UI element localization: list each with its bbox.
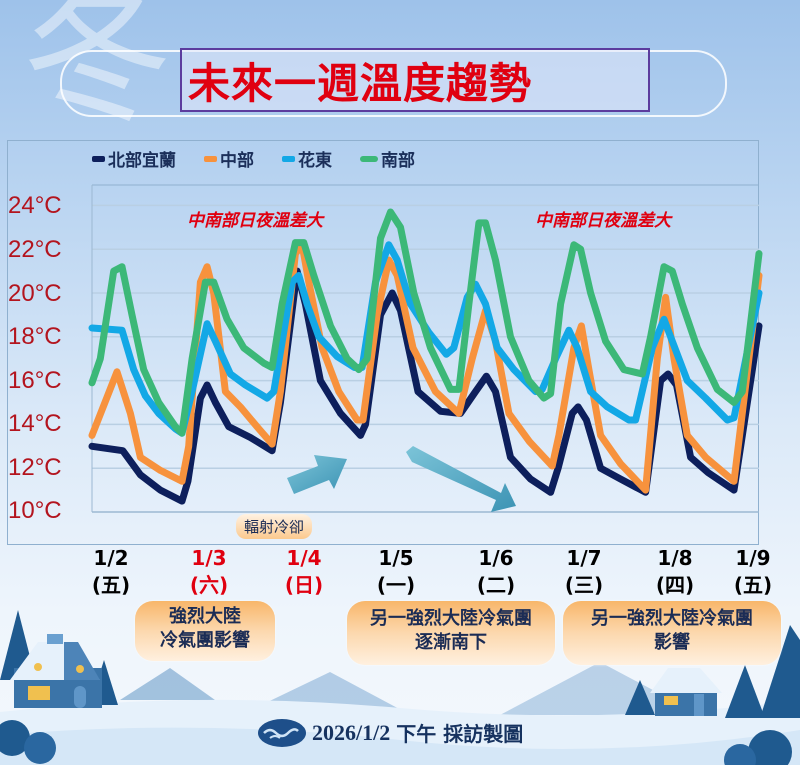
callout-line: 影響 <box>654 632 690 653</box>
legend-swatch-east <box>282 155 295 162</box>
legend-label: 北部宜蘭 <box>108 151 176 171</box>
legend-item-east: 花東 <box>282 146 332 171</box>
legend-swatch-north <box>92 155 105 162</box>
x-tick-1-7: 1/7 (三) <box>554 545 614 599</box>
x-tick-date: 1/9 <box>735 546 771 570</box>
cooling-arrow-icon <box>406 446 516 512</box>
x-tick-1-6: 1/6 (二) <box>466 545 526 599</box>
warming-arrow-icon <box>287 455 347 494</box>
y-tick-10: 10°C <box>8 497 62 524</box>
x-tick-1-2: 1/2 (五) <box>81 545 141 599</box>
x-tick-1-3: 1/3 (六) <box>179 545 239 599</box>
legend-swatch-central <box>204 155 217 162</box>
series-line-0 <box>88 267 763 505</box>
x-tick-date: 1/7 <box>566 546 602 570</box>
callout-cold-surge-3: 另一強烈大陸冷氣團 影響 <box>563 601 781 665</box>
footer-credit: 2026/1/2 下午 採訪製圖 <box>312 718 523 747</box>
footer-text: 下午 採訪製圖 <box>396 722 524 746</box>
callout-line: 強烈大陸 <box>169 606 241 627</box>
y-tick-18: 18°C <box>8 323 62 350</box>
y-tick-22: 22°C <box>8 236 62 263</box>
x-tick-weekday: (二) <box>476 573 516 597</box>
x-tick-weekday: (三) <box>564 573 604 597</box>
legend-label: 南部 <box>381 151 415 171</box>
winter-glyph-decoration: 冬 <box>22 0 173 144</box>
x-tick-weekday: (五) <box>91 573 131 597</box>
legend-item-south: 南部 <box>360 146 415 171</box>
x-tick-date: 1/4 <box>286 546 322 570</box>
x-tick-date: 1/5 <box>378 546 414 570</box>
callout-cold-surge-1: 強烈大陸 冷氣團影響 <box>135 601 275 661</box>
legend-swatch-south <box>360 155 378 162</box>
radiative-cooling-tag: 輻射冷卻 <box>236 514 313 539</box>
y-tick-14: 14°C <box>8 410 62 437</box>
chart-legend: 北部宜蘭 中部 花東 南部 <box>92 146 415 171</box>
x-tick-date: 1/3 <box>191 546 227 570</box>
x-tick-weekday: (一) <box>376 573 416 597</box>
legend-item-north: 北部宜蘭 <box>92 146 176 171</box>
callout-cold-surge-2: 另一強烈大陸冷氣團 逐漸南下 <box>347 601 555 665</box>
callout-line: 逐漸南下 <box>415 632 487 653</box>
x-tick-weekday: (五) <box>733 573 773 597</box>
annotation-diurnal-left: 中南部日夜溫差大 <box>187 211 323 231</box>
y-tick-24: 24°C <box>8 192 62 219</box>
y-tick-20: 20°C <box>8 280 62 307</box>
x-tick-date: 1/6 <box>478 546 514 570</box>
annotation-diurnal-right: 中南部日夜溫差大 <box>535 211 671 231</box>
trend-arrows <box>287 446 516 512</box>
callout-line: 另一強烈大陸冷氣團 <box>591 608 753 629</box>
x-tick-date: 1/2 <box>93 546 129 570</box>
x-tick-weekday: (日) <box>284 573 324 597</box>
legend-label: 花東 <box>298 151 332 171</box>
y-tick-12: 12°C <box>8 454 62 481</box>
legend-label: 中部 <box>220 151 254 171</box>
x-tick-1-4: 1/4 (日) <box>274 545 334 599</box>
y-tick-16: 16°C <box>8 367 62 394</box>
series-line-3 <box>88 208 763 437</box>
footer-date: 2026/1/2 <box>312 719 391 745</box>
callout-line: 另一強烈大陸冷氣團 <box>370 608 532 629</box>
series-line-1 <box>88 241 763 494</box>
x-tick-1-5: 1/5 (一) <box>366 545 426 599</box>
x-tick-weekday: (四) <box>655 573 695 597</box>
legend-item-central: 中部 <box>204 146 254 171</box>
title-box: 未來一週溫度趨勢 <box>180 48 650 112</box>
x-tick-1-8: 1/8 (四) <box>645 545 705 599</box>
callout-line: 冷氣團影響 <box>160 630 250 651</box>
x-tick-weekday: (六) <box>189 573 229 597</box>
x-tick-1-9: 1/9 (五) <box>723 545 783 599</box>
series-lines <box>88 208 763 505</box>
page-title: 未來一週溫度趨勢 <box>188 58 533 108</box>
x-tick-date: 1/8 <box>657 546 693 570</box>
